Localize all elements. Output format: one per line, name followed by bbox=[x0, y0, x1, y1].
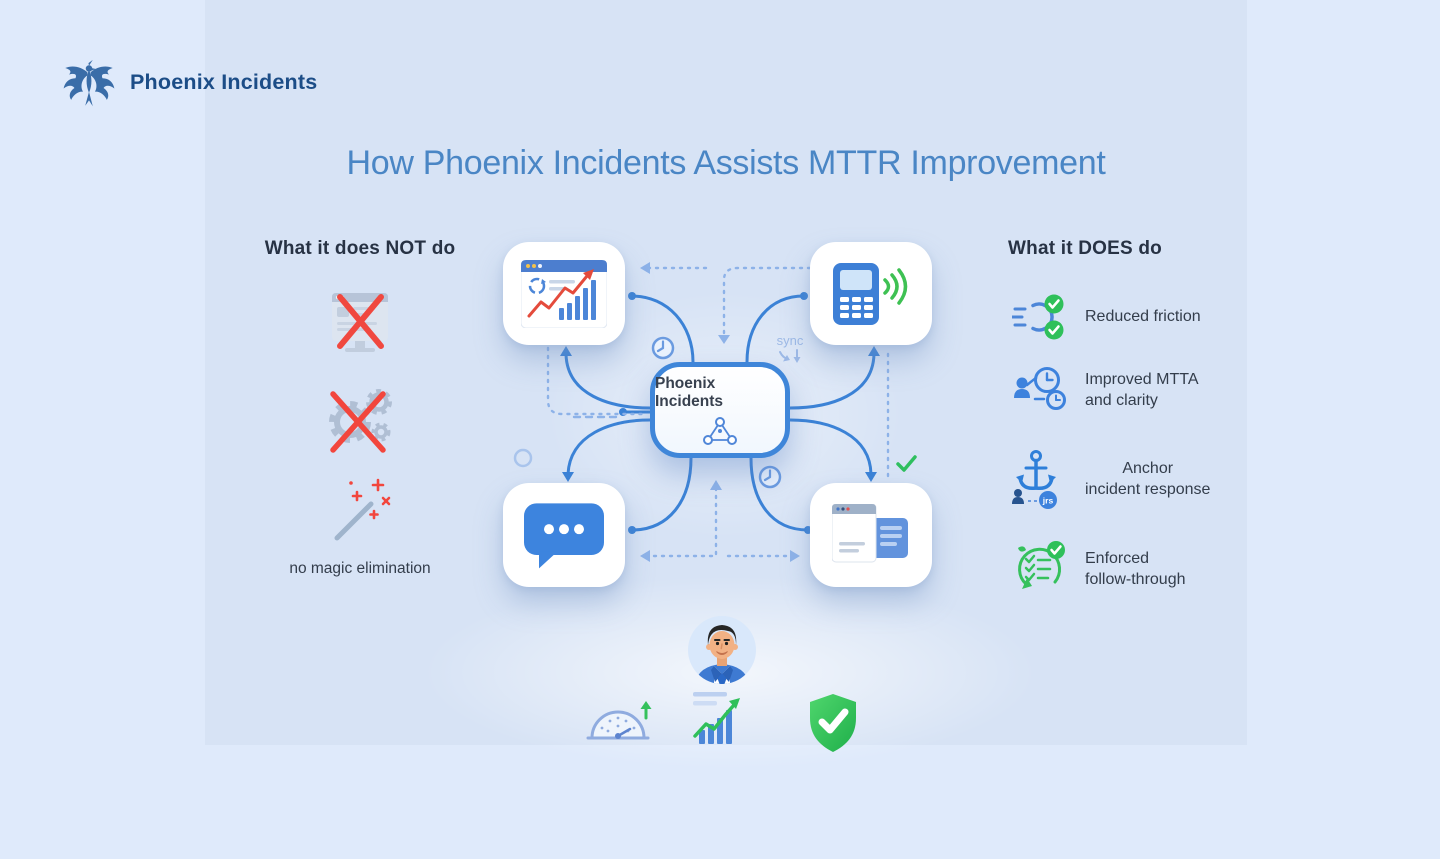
card-chat bbox=[503, 483, 625, 587]
does-label: Improved MTTA and clarity bbox=[1085, 370, 1199, 409]
card-ticket-windows bbox=[810, 483, 932, 587]
pager-alert-icon bbox=[833, 262, 908, 325]
brand-name: Phoenix Incidents bbox=[130, 69, 318, 94]
does-label: Enforced follow-through bbox=[1085, 549, 1186, 588]
does-item-improved-mtta: Improved MTTA and clarity bbox=[1008, 366, 1199, 414]
anchor-icon: jrs bbox=[1008, 448, 1072, 510]
left-column-header: What it does NOT do bbox=[264, 238, 456, 259]
card-analytics bbox=[503, 242, 625, 345]
does-item-reduced-friction: Reduced friction bbox=[1008, 292, 1201, 342]
right-column-header: What it DOES do bbox=[1008, 238, 1162, 259]
crossed-gears-icon bbox=[329, 389, 392, 453]
diagram-connectors: sync bbox=[513, 262, 917, 562]
shield-check-icon bbox=[810, 694, 856, 752]
person-clocks-icon bbox=[1008, 366, 1072, 414]
chat-message-icon bbox=[524, 503, 604, 569]
green-check-icon bbox=[896, 455, 917, 472]
network-nodes-icon bbox=[703, 416, 737, 445]
does-item-anchor: jrs Anchor incident response bbox=[1008, 448, 1210, 510]
page-title: How Phoenix Incidents Assists MTTR Impro… bbox=[346, 144, 1106, 182]
gauge-up-icon bbox=[586, 701, 652, 740]
does-item-follow-through: Enforced follow-through bbox=[1008, 540, 1186, 598]
checklist-cycle-icon bbox=[1008, 540, 1072, 598]
sync-label: sync bbox=[777, 333, 804, 348]
analytics-dashboard-icon bbox=[521, 259, 607, 328]
does-label: Reduced friction bbox=[1085, 308, 1201, 326]
node-label: Phoenix Incidents bbox=[655, 374, 724, 410]
brand: Phoenix Incidents bbox=[62, 52, 317, 112]
crossed-browser-icon bbox=[332, 293, 388, 352]
jrs-badge: jrs bbox=[1042, 496, 1054, 506]
phoenix-incidents-node: Phoenix Incidents bbox=[650, 362, 790, 458]
phoenix-logo-icon bbox=[63, 59, 115, 107]
user-avatar bbox=[688, 616, 756, 684]
chart-up-icon bbox=[693, 692, 740, 744]
speed-checks-icon bbox=[1008, 292, 1072, 342]
does-label: Anchor incident response bbox=[1085, 459, 1211, 498]
card-pager-alert bbox=[810, 242, 932, 345]
right-column: What it DOES do Reduced friction bbox=[1008, 238, 1258, 589]
no-magic-wand-icon bbox=[334, 478, 391, 541]
deco-circle bbox=[513, 448, 533, 468]
ticket-windows-icon bbox=[832, 504, 908, 563]
left-caption: no magic elimination bbox=[289, 560, 431, 577]
left-column: What it does NOT do bbox=[250, 238, 470, 578]
